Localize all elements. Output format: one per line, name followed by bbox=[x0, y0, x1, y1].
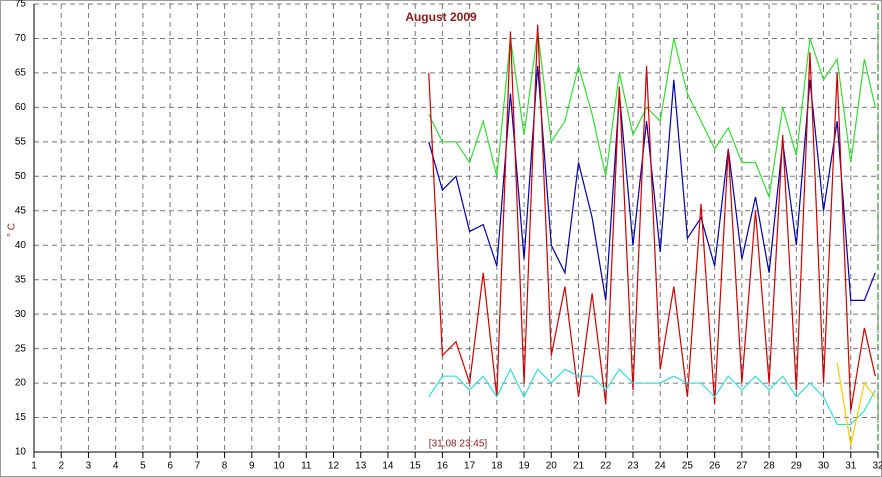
x-tick-label: 3 bbox=[86, 461, 92, 472]
x-tick-label: 17 bbox=[464, 461, 476, 472]
x-tick-label: 8 bbox=[222, 461, 228, 472]
x-tick-label: 20 bbox=[546, 461, 558, 472]
x-tick-label: 30 bbox=[818, 461, 830, 472]
y-tick-label: 70 bbox=[15, 33, 27, 44]
x-tick-label: 4 bbox=[113, 461, 119, 472]
y-tick-label: 15 bbox=[15, 412, 27, 423]
y-tick-label: 75 bbox=[15, 0, 27, 10]
series-line bbox=[428, 367, 876, 426]
x-tick-label: 9 bbox=[249, 461, 255, 472]
x-tick-label: 23 bbox=[627, 461, 639, 472]
x-tick-label: 28 bbox=[764, 461, 776, 472]
series-line bbox=[428, 65, 876, 301]
y-axis-label: ° C bbox=[7, 223, 18, 237]
x-tick-label: 21 bbox=[573, 461, 585, 472]
x-tick-label: 13 bbox=[355, 461, 367, 472]
x-tick-label: 26 bbox=[709, 461, 721, 472]
series-line bbox=[428, 31, 876, 200]
x-tick-label: 5 bbox=[140, 461, 146, 472]
x-tick-label: 6 bbox=[167, 461, 173, 472]
x-tick-label: 12 bbox=[328, 461, 340, 472]
y-tick-label: 65 bbox=[15, 68, 27, 79]
x-tick-label: 2 bbox=[58, 461, 64, 472]
x-tick-label: 7 bbox=[195, 461, 201, 472]
y-tick-label: 50 bbox=[15, 171, 27, 182]
series-line bbox=[428, 24, 876, 411]
x-tick-label: 32 bbox=[872, 461, 882, 472]
x-tick-label: 24 bbox=[655, 461, 667, 472]
y-tick-label: 40 bbox=[15, 240, 27, 251]
x-tick-label: 15 bbox=[410, 461, 422, 472]
x-tick-label: 16 bbox=[437, 461, 449, 472]
x-tick-label: 29 bbox=[791, 461, 803, 472]
y-tick-label: 35 bbox=[15, 274, 27, 285]
x-tick-label: 14 bbox=[382, 461, 394, 472]
x-tick-label: 1 bbox=[31, 461, 37, 472]
x-tick-label: 19 bbox=[519, 461, 531, 472]
x-tick-label: 31 bbox=[845, 461, 857, 472]
y-tick-label: 25 bbox=[15, 343, 27, 354]
x-tick-label: 18 bbox=[491, 461, 503, 472]
y-tick-label: 55 bbox=[15, 136, 27, 147]
y-tick-label: 60 bbox=[15, 102, 27, 113]
y-tick-label: 20 bbox=[15, 378, 27, 389]
y-tick-label: 10 bbox=[15, 447, 27, 458]
x-tick-label: 27 bbox=[736, 461, 748, 472]
chart-title: August 2009 bbox=[405, 10, 477, 24]
y-tick-label: 45 bbox=[15, 205, 27, 216]
x-tick-label: 11 bbox=[301, 461, 312, 472]
time-annotation: [31.08 23:45] bbox=[429, 439, 488, 450]
y-tick-label: 30 bbox=[15, 309, 27, 320]
series-line bbox=[836, 362, 876, 446]
x-tick-label: 25 bbox=[682, 461, 694, 472]
x-tick-label: 10 bbox=[273, 461, 285, 472]
x-tick-label: 22 bbox=[600, 461, 612, 472]
